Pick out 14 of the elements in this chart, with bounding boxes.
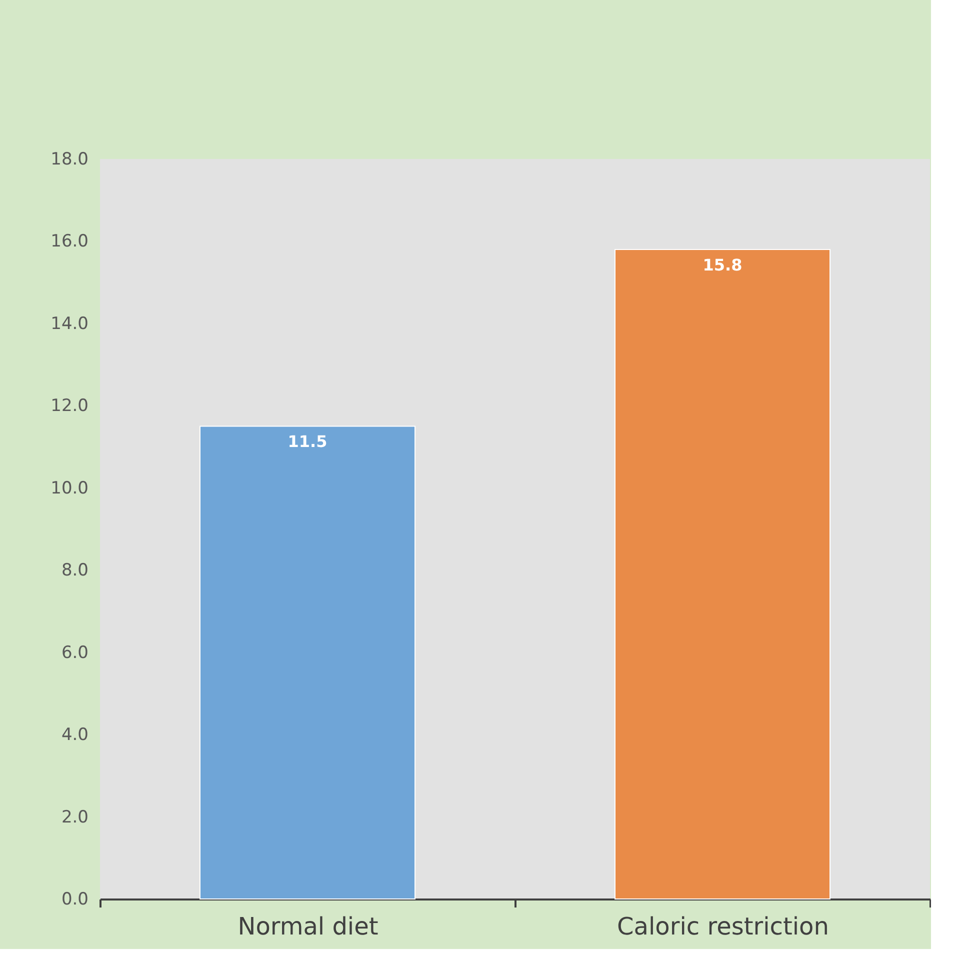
y-tick-label: 16.0	[50, 232, 88, 252]
y-tick-label: 14.0	[50, 314, 88, 334]
data-label: 15.8	[702, 255, 742, 274]
y-tick-label: 0.0	[61, 890, 88, 910]
y-tick-label: 10.0	[50, 478, 88, 498]
y-tick-label: 8.0	[61, 560, 88, 581]
data-label: 11.5	[288, 432, 328, 452]
y-tick-label: 2.0	[61, 807, 88, 828]
x-tick-label: Caloric restriction	[617, 912, 829, 940]
x-tick-label: Normal diet	[238, 912, 378, 940]
y-tick-label: 4.0	[61, 725, 88, 746]
y-tick-label: 12.0	[50, 396, 88, 416]
y-tick-label: 18.0	[50, 150, 88, 170]
y-tick-label: 6.0	[61, 642, 88, 663]
